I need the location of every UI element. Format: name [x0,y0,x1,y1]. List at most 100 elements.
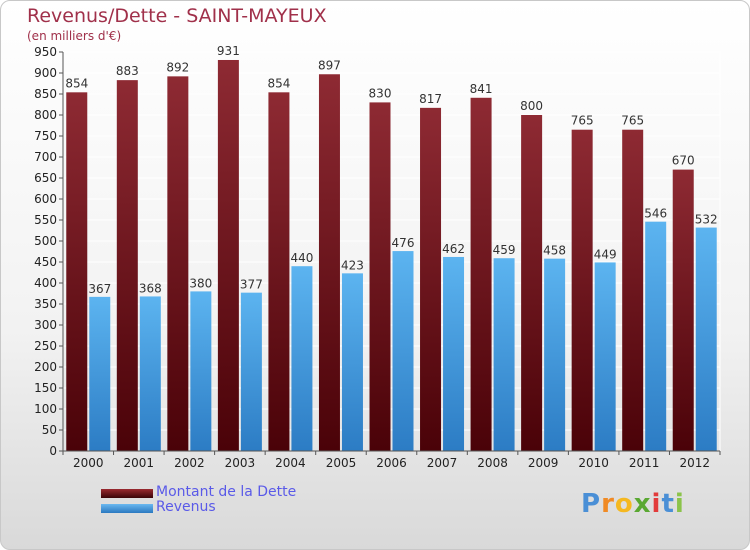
bar-revenus-2009 [544,258,566,451]
y-tick-label: 950 [34,45,57,59]
bar-dette-2010 [571,129,593,451]
logo-letter: r [601,489,615,519]
x-tick-label-2003: 2003 [225,456,256,470]
bar-dette-2008 [470,97,492,451]
bar-dette-2003 [217,59,239,451]
y-tick-label: 250 [34,339,57,353]
y-tick-label: 200 [34,360,57,374]
x-tick-label-2012: 2012 [679,456,710,470]
y-tick-label: 0 [49,444,57,458]
value-label-dette-2008: 841 [470,82,493,96]
x-tick-label-2007: 2007 [427,456,458,470]
y-tick-label: 850 [34,87,57,101]
legend-label-dette: Montant de la Dette [156,484,297,500]
bars: 854 367 883 368 892 380 931 377 854 440 897 423 830 4… [65,44,718,452]
bar-dette-2009 [521,115,543,451]
y-tick-label: 150 [34,381,57,395]
value-label-revenus-2010: 449 [594,247,617,261]
y-tick-label: 350 [34,297,57,311]
value-label-dette-2003: 931 [217,44,240,58]
x-tick-label-2000: 2000 [73,456,104,470]
bar-dette-2004 [268,92,290,451]
y-tick-label: 500 [34,234,57,248]
x-tick-label-2010: 2010 [578,456,609,470]
logo-letter: o [614,489,634,519]
x-tick-label-2004: 2004 [275,456,306,470]
value-label-dette-2005: 897 [318,58,341,72]
bar-revenus-2004 [291,266,313,451]
bar-dette-2006 [369,102,391,452]
value-label-revenus-2011: 546 [644,207,667,221]
bar-revenus-2008 [493,258,515,451]
value-label-dette-2006: 830 [369,86,392,100]
y-tick-label: 600 [34,192,57,206]
value-label-revenus-2002: 380 [189,276,212,290]
value-label-dette-2004: 854 [267,76,290,90]
x-tick-label-2008: 2008 [477,456,508,470]
value-label-revenus-2009: 458 [543,244,566,258]
value-label-dette-2002: 892 [166,60,189,74]
logo-letter: t [661,489,675,519]
bar-revenus-2005 [341,273,363,451]
y-tick-label: 50 [42,423,57,437]
value-label-revenus-2007: 462 [442,242,465,256]
x-tick-label-2001: 2001 [124,456,155,470]
bar-dette-2007 [420,107,442,452]
y-tick-label: 900 [34,66,57,80]
y-tick-label: 550 [34,213,57,227]
y-axis: 0 50 100 150 200 250 300 350 400 450 500 550 600 650 7… [34,45,64,458]
y-tick-label: 800 [34,108,57,122]
x-tick-label-2006: 2006 [376,456,407,470]
x-tick-label-2011: 2011 [629,456,660,470]
value-label-revenus-2004: 440 [290,251,313,265]
value-label-revenus-2000: 367 [88,282,111,296]
bar-revenus-2001 [139,296,161,451]
logo-letter: i [651,489,662,519]
x-tick-label-2009: 2009 [528,456,559,470]
plot-area [62,51,721,452]
x-axis: 2000 2001 2002 2003 2004 2005 2006 2007 2008 2009… [62,450,721,470]
bar-dette-2001 [116,80,138,451]
value-label-revenus-2005: 423 [341,258,364,272]
value-label-dette-2000: 854 [65,76,88,90]
bar-dette-2005 [318,74,340,451]
value-label-dette-2001: 883 [116,64,139,78]
value-label-revenus-2006: 476 [392,236,415,250]
value-label-dette-2010: 765 [571,114,594,128]
bar-revenus-2012 [695,227,717,451]
bar-dette-2011 [622,129,644,451]
logo-letter: i [674,489,685,519]
value-label-revenus-2001: 368 [139,281,162,295]
y-tick-label: 300 [34,318,57,332]
y-tick-label: 700 [34,150,57,164]
x-tick-label-2002: 2002 [174,456,205,470]
value-label-dette-2011: 765 [621,114,644,128]
bar-revenus-2010 [594,262,616,451]
logo-letter: P [581,489,602,519]
grid [62,51,721,452]
proxiti-logo: Proxiti [581,489,685,519]
bar-revenus-2011 [645,221,667,451]
bar-revenus-2007 [443,256,465,451]
bar-revenus-2006 [392,251,414,451]
x-tick-label-2005: 2005 [326,456,357,470]
value-label-dette-2012: 670 [672,154,695,168]
y-tick-label: 450 [34,255,57,269]
legend-swatch-dette [101,489,153,498]
value-label-dette-2007: 817 [419,92,442,106]
chart-title: Revenus/Dette - SAINT-MAYEUX [27,5,327,27]
y-tick-label: 100 [34,402,57,416]
bar-revenus-2003 [240,292,262,451]
y-tick-label: 750 [34,129,57,143]
value-label-revenus-2012: 532 [695,213,718,227]
bar-dette-2002 [167,76,189,452]
legend-swatch-revenus [101,504,153,513]
value-label-dette-2009: 800 [520,99,543,113]
y-tick-label: 400 [34,276,57,290]
chart-subtitle: (en milliers d'€) [27,29,122,43]
bar-revenus-2002 [190,291,212,451]
bar-dette-2000 [66,92,88,451]
legend-label-revenus: Revenus [156,499,216,515]
bar-revenus-2000 [89,296,111,451]
